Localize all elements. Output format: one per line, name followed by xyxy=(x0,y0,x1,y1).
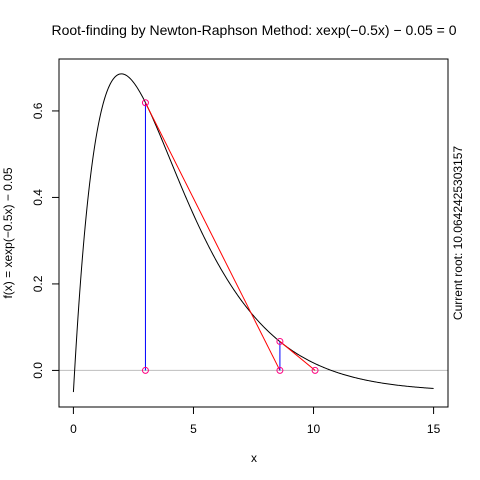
iterate-point-on-curve xyxy=(141,99,149,107)
iterations-group xyxy=(141,99,319,374)
x-tick-label: 5 xyxy=(190,422,197,436)
iterate-point-on-axis xyxy=(276,366,284,374)
y-tick-label: 0.6 xyxy=(31,102,45,119)
x-tick-label: 0 xyxy=(70,422,77,436)
axes: 0 5 10 15 0.0 0.2 0.4 0.6 xyxy=(31,102,441,436)
iterate-point-on-curve xyxy=(276,337,284,345)
x-tick-label: 15 xyxy=(427,422,441,436)
x-tick-label: 10 xyxy=(307,422,321,436)
chart-title: Root-finding by Newton-Raphson Method: x… xyxy=(51,22,456,38)
current-root-point xyxy=(311,366,319,374)
y-axis-label: f(x) = xexp(−0.5x) − 0.05 xyxy=(1,167,15,298)
function-curve-group xyxy=(72,73,434,393)
tangent-segment xyxy=(279,341,316,371)
current-root-label: Current root: 10.0642425303157 xyxy=(451,146,465,320)
tangent-segment xyxy=(144,102,281,371)
y-tick-label: 0.2 xyxy=(31,275,45,292)
iterate-point-on-axis xyxy=(141,366,149,374)
x-axis-label: x xyxy=(251,451,257,465)
y-tick-label: 0.0 xyxy=(31,362,45,379)
function-curve xyxy=(72,73,434,393)
plot-box xyxy=(58,58,449,408)
y-tick-label: 0.4 xyxy=(31,189,45,206)
